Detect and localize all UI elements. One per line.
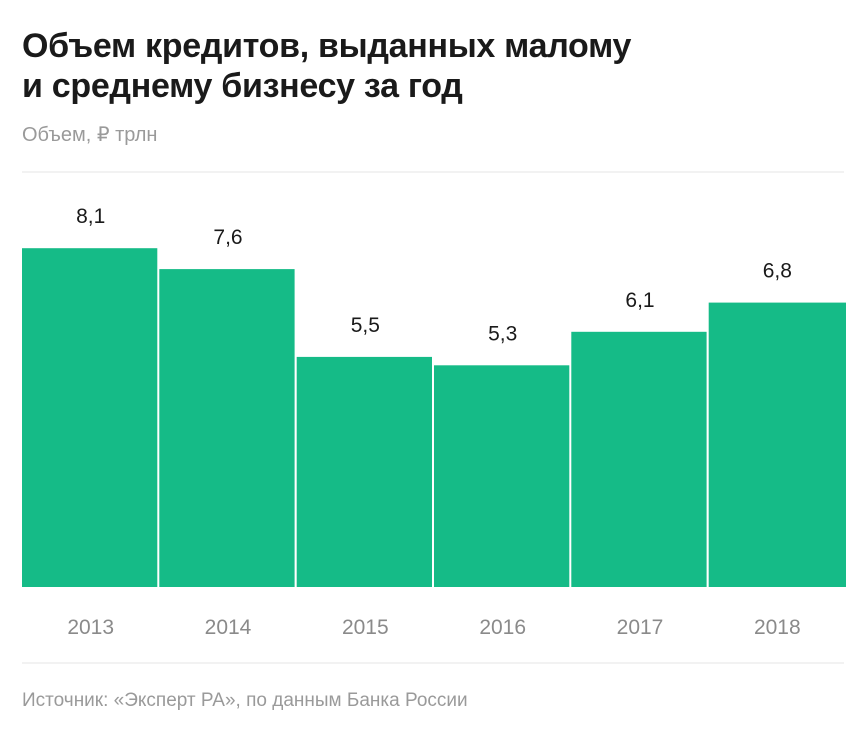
y-axis-unit-label: Объем, ₽ трлн (22, 124, 158, 146)
bar-2015 (296, 356, 432, 587)
value-label-2013: 8,1 (76, 205, 105, 228)
chart-title-line-2: и среднему бизнесу за год (22, 67, 463, 105)
value-label-2018: 6,8 (763, 260, 792, 283)
x-tick-labels-group: 2013 2014 2015 2016 2017 2018 (67, 616, 800, 639)
bar-2013 (22, 248, 158, 587)
value-label-2015: 5,5 (351, 314, 380, 337)
value-label-2014: 7,6 (213, 226, 242, 249)
bar-2014 (159, 269, 295, 587)
chart-title: Объем кредитов, выданных малому и средне… (22, 26, 842, 106)
x-tick-label-2016: 2016 (479, 616, 526, 639)
x-tick-label-2013: 2013 (67, 616, 114, 639)
value-labels-group: 8,1 7,6 5,5 5,3 6,1 6,8 (76, 205, 792, 345)
value-label-2016: 5,3 (488, 322, 517, 345)
bar-2017 (571, 331, 707, 587)
source-note: Источник: «Эксперт РА», по данным Банка … (22, 690, 468, 711)
x-tick-label-2018: 2018 (754, 616, 801, 639)
x-tick-label-2014: 2014 (205, 616, 252, 639)
x-tick-label-2015: 2015 (342, 616, 389, 639)
bars-group (22, 248, 846, 587)
bar-2018 (708, 302, 846, 587)
bar-2016 (434, 365, 570, 587)
chart-title-line-1: Объем кредитов, выданных малому (22, 27, 632, 65)
value-label-2017: 6,1 (625, 289, 654, 312)
x-tick-label-2017: 2017 (617, 616, 664, 639)
